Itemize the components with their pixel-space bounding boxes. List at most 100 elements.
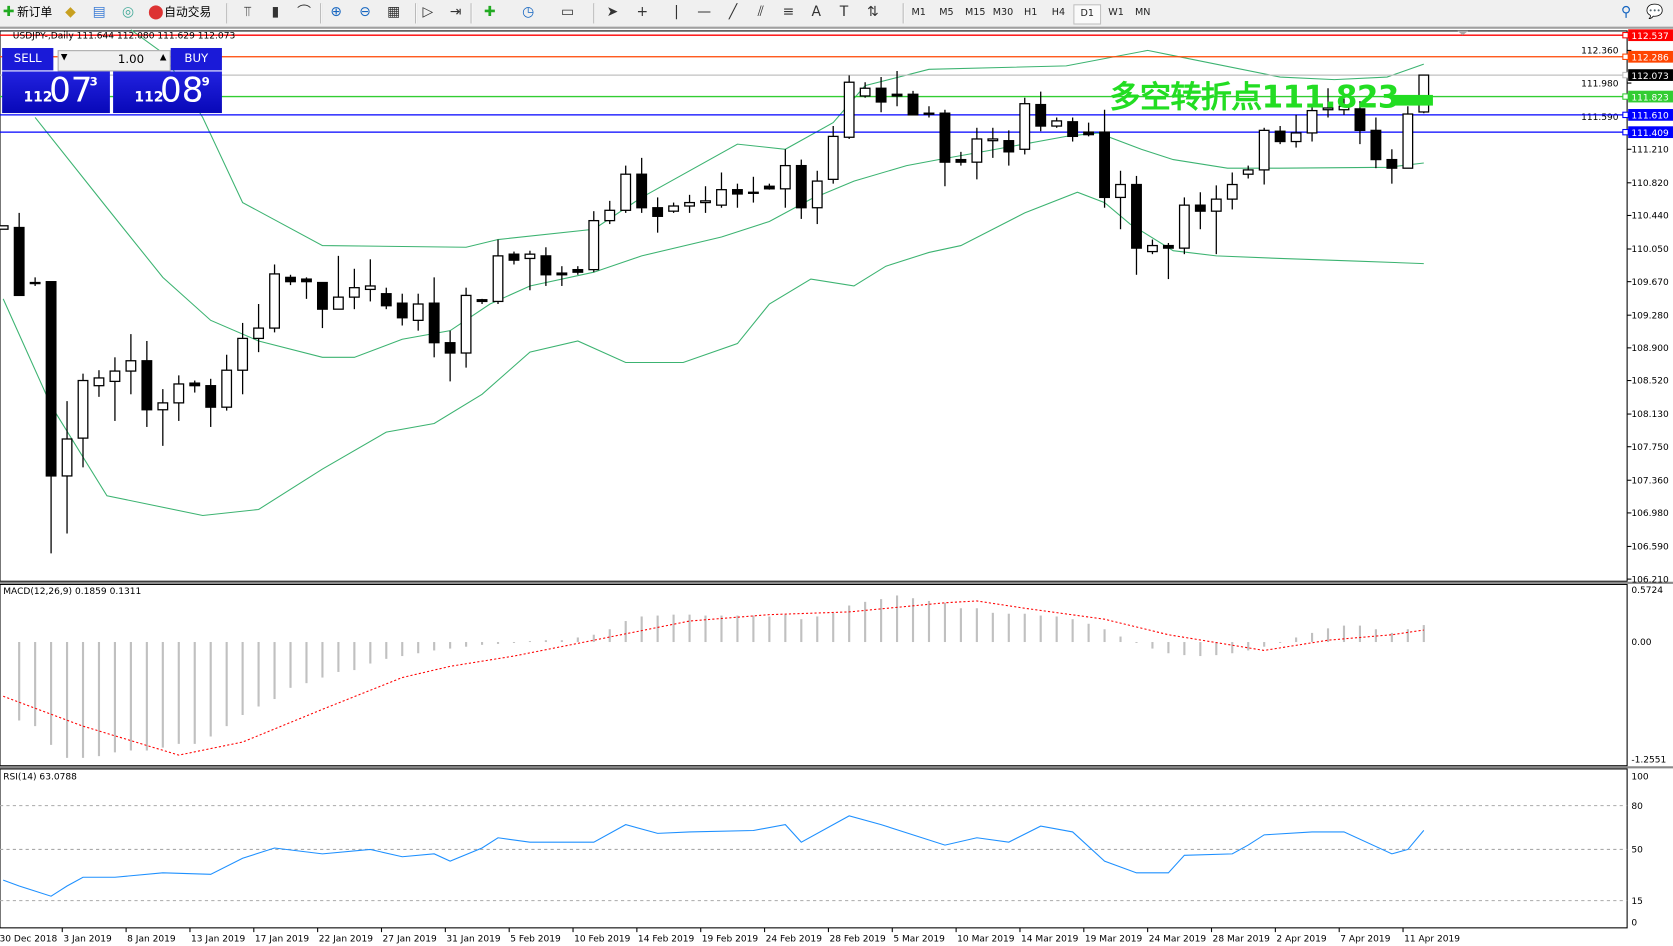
candle [1067, 117, 1079, 142]
bear-candle-body [1067, 121, 1079, 138]
horizontal-line-button[interactable]: — [696, 3, 713, 22]
auto-trading-button[interactable]: ⬤自动交易 [147, 3, 211, 22]
line-chart-button[interactable]: ⌒ [296, 3, 313, 22]
candle [843, 75, 855, 139]
candle [61, 401, 73, 534]
shift-marker-icon [1457, 30, 1469, 36]
bull-candle-body [237, 337, 249, 371]
chart-canvas[interactable]: 112.360 111.980 111.590 111.210 110.820 110.4… [0, 29, 1673, 946]
new-order-button[interactable]: ✚ 新订单 [0, 3, 53, 22]
timeframe-m30[interactable]: M30 [992, 7, 1014, 19]
lot-value[interactable]: 1.00 [117, 52, 145, 67]
indicators-button[interactable]: ✚ [481, 3, 498, 22]
time-tick-label: 28 Mar 2019 [1213, 935, 1271, 945]
tile-windows-button[interactable]: ▦ [385, 3, 402, 22]
timeframe-m1[interactable]: M1 [911, 7, 926, 19]
equidistant-channel-button[interactable]: ⫽ [752, 3, 769, 22]
time-tick-label: 19 Mar 2019 [1085, 935, 1143, 945]
bull-candle-body [1338, 105, 1350, 111]
bull-candle-body [1051, 120, 1063, 127]
rsi-tick-label: 100 [1631, 773, 1649, 783]
templates-button[interactable]: ▭ [559, 3, 576, 22]
timeframe-h4[interactable]: H4 [1051, 7, 1066, 19]
fibonacci-button[interactable]: ≡ [780, 3, 797, 22]
bull-candle-body [1290, 132, 1302, 143]
crosshair-icon: + [636, 4, 649, 21]
market-watch-icon: ◆ [65, 4, 76, 21]
bull-candle-body [747, 191, 759, 194]
timeframe-h1[interactable]: H1 [1024, 7, 1038, 19]
periods-button[interactable]: ◷ [520, 3, 537, 22]
bear-candle-body [301, 278, 312, 283]
timeframe-mn[interactable]: MN [1134, 7, 1151, 19]
search-button[interactable]: ⚲ [1618, 3, 1635, 22]
candlestick-button[interactable]: ▮ [267, 3, 284, 22]
annotation-marker [1392, 94, 1433, 106]
vertical-line-button[interactable]: | [668, 3, 685, 22]
bear-candle-body [1035, 103, 1047, 127]
candle [1099, 109, 1111, 208]
candle [109, 357, 121, 421]
lot-increase-arrow-icon[interactable]: ▲ [159, 52, 167, 62]
bull-candle-body [620, 173, 632, 211]
timeframe-w1[interactable]: W1 [1108, 7, 1124, 19]
time-tick-label: 17 Jan 2019 [255, 935, 309, 945]
bull-candle-body [1115, 183, 1126, 199]
bull-candle-body [859, 87, 871, 97]
chart-title: USDJPY-,Daily 111.644 112.080 111.629 11… [12, 30, 236, 42]
zoom-in-button[interactable]: ⊕ [328, 3, 345, 22]
price-level-label: 112.537 [1631, 32, 1668, 42]
toolbar-divider [593, 3, 596, 24]
bear-candle-body [891, 93, 903, 97]
candle [859, 82, 871, 98]
sell-price-pips: 07 [49, 69, 93, 110]
bull-candle-body [0, 225, 9, 230]
candle [1178, 197, 1190, 255]
auto-trading-label: 自动交易 [164, 5, 212, 20]
chart-shift-button[interactable]: ⇥ [447, 3, 464, 22]
arrows-button[interactable]: ⇅ [864, 3, 881, 22]
candle [364, 259, 376, 302]
crosshair-button[interactable]: + [634, 3, 651, 22]
bear-candle-body [795, 164, 807, 209]
time-tick-label: 28 Feb 2019 [829, 935, 886, 945]
lot-decrease-arrow-icon[interactable]: ▼ [60, 52, 68, 62]
market-watch-button[interactable]: ◆ [62, 3, 79, 22]
candlestick-icon: ▮ [271, 4, 280, 21]
bull-candle-body [1418, 74, 1430, 113]
zoom-out-button[interactable]: ⊖ [356, 3, 373, 22]
sell-button[interactable]: SELL [2, 47, 54, 71]
candle [716, 172, 727, 208]
bar-chart-button[interactable]: ⫪ [239, 3, 256, 22]
timeframe-d1[interactable]: D1 [1073, 4, 1102, 25]
bear-candle-body [285, 276, 296, 283]
trendline-button[interactable]: ╱ [724, 3, 741, 22]
candle [1338, 98, 1350, 115]
buy-price[interactable]: 112 08 9 [113, 69, 222, 114]
auto-scroll-button[interactable]: ▷ [419, 3, 436, 22]
timeframe-m5[interactable]: M5 [939, 7, 954, 19]
bull-candle-body [364, 285, 376, 291]
rsi-tick-label: 0 [1631, 919, 1637, 929]
chat-button[interactable]: 💬 [1646, 3, 1663, 22]
text-label-button[interactable]: T [835, 3, 852, 22]
candle [1386, 149, 1398, 184]
text-button[interactable]: A [808, 3, 825, 22]
signals-button[interactable]: ◎ [119, 3, 136, 22]
candle [1162, 242, 1174, 280]
navigator-button[interactable]: ▤ [91, 3, 108, 22]
buy-price-pips: 08 [160, 69, 204, 110]
time-tick-label: 5 Feb 2019 [510, 935, 561, 945]
price-level-label: 112.286 [1631, 54, 1669, 64]
candle [524, 250, 536, 291]
candle [955, 151, 967, 166]
timeframe-m15[interactable]: M15 [964, 7, 986, 19]
new-order-label: 新订单 [17, 5, 53, 20]
buy-button[interactable]: BUY [170, 47, 222, 71]
chart-window[interactable]: 112.360 111.980 111.590 111.210 110.820 110.4… [0, 29, 1673, 946]
sell-price[interactable]: 112 07 3 [2, 69, 110, 114]
lot-size-field[interactable]: ▼ 1.00 ▲ [57, 50, 171, 72]
cursor-button[interactable]: ➤ [604, 3, 621, 22]
macd-tick-label: -1.2551 [1631, 756, 1666, 766]
bull-candle-body [29, 281, 41, 285]
